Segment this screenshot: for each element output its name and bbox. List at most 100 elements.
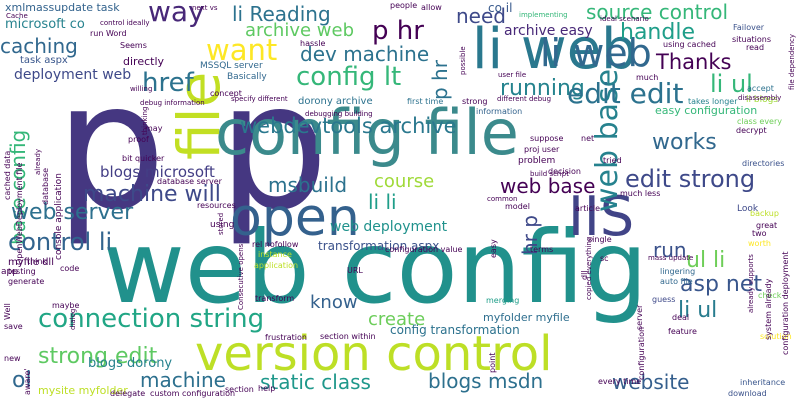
word-archive-web: archive web xyxy=(245,20,355,41)
word-li-blogs: li blogs xyxy=(746,95,778,105)
word-source-control: source control xyxy=(586,0,729,24)
word-article: article xyxy=(575,204,601,213)
word-delegate: delegate xyxy=(110,389,146,398)
word-download: download xyxy=(728,389,767,398)
word-debugging-building: debugging building xyxy=(305,110,373,118)
word-edit-edit: edit edit xyxy=(567,77,684,110)
word-thanks: Thanks xyxy=(656,50,732,74)
word-blogs-dorony: blogs dorony xyxy=(88,356,173,371)
word-single: single xyxy=(588,235,612,244)
word-proj-user: proj user xyxy=(524,145,560,154)
word-run-word: run Word xyxy=(90,29,127,38)
word-may: may xyxy=(145,124,163,133)
word-myfile-dll: myfile dll xyxy=(8,257,54,268)
word-aware: aware' xyxy=(23,368,32,395)
word-proof: proof xyxy=(128,135,149,144)
word-custom-configuration: custom configuration xyxy=(150,389,236,398)
word-think: think xyxy=(27,257,48,266)
word-version-control: version control xyxy=(195,326,553,382)
word-web-deployment: web deployment xyxy=(330,219,448,235)
word-blogs-msdn: blogs msdn xyxy=(428,369,544,393)
word-way: way xyxy=(148,0,205,28)
word-solution: solution xyxy=(760,332,792,341)
word-directly: directly xyxy=(123,55,165,68)
word-problem: problem xyxy=(518,156,556,166)
word-sc: sc xyxy=(600,254,609,263)
word-guess: guess xyxy=(652,295,676,304)
word-control-li: control li xyxy=(8,228,113,256)
word-build-script: build script xyxy=(530,170,569,178)
word-much: much xyxy=(636,73,659,82)
word-code: code xyxy=(60,264,80,273)
word-inheritance: inheritance xyxy=(740,378,786,387)
word-want: want xyxy=(206,33,278,67)
word-blogs-microsoft: blogs microsoft xyxy=(100,163,215,181)
word-config-transformation: config transformation xyxy=(390,323,520,337)
word-already-supports: already supports xyxy=(747,254,755,313)
word-worth: worth xyxy=(748,239,771,248)
word-dorony-archive: dorony archive xyxy=(298,96,373,107)
word-console-application: console application xyxy=(54,173,64,260)
word-first-time: first time xyxy=(407,97,444,106)
word-li-li: li li xyxy=(368,190,397,214)
word-transform: transform xyxy=(255,294,295,303)
word-backup: backup xyxy=(750,209,779,218)
word-takes-longer: takes longer xyxy=(688,97,738,106)
word-run: run xyxy=(653,238,687,262)
word-concept: concept xyxy=(210,89,242,98)
word-configuration: configuration xyxy=(637,326,646,380)
word-task-aspx: task aspx xyxy=(20,55,68,66)
word-common: common xyxy=(487,195,518,203)
word-copied-everything: copied everything xyxy=(585,236,593,300)
word-app: app xyxy=(1,267,18,277)
word-cached-data: cached data xyxy=(3,150,12,200)
word-dll: dll xyxy=(580,270,589,280)
word-handle: handle xyxy=(620,20,695,45)
word-section: section xyxy=(225,385,254,394)
word-co-il: co il xyxy=(488,1,513,15)
word-bit-quicker: bit quicker xyxy=(122,154,165,163)
word-control-ideally: control ideally xyxy=(100,19,150,27)
word-feature: feature xyxy=(668,327,697,336)
word-myfolder-myfile: myfolder myfile xyxy=(483,311,570,324)
word-different-debug: different debug xyxy=(497,95,552,103)
word-machine-will: machine will xyxy=(83,182,221,207)
word-consecutive-opens: Consecutive opens xyxy=(237,243,245,310)
word-course: course xyxy=(374,171,435,192)
word-instance: instance xyxy=(258,250,292,259)
word-strong: strong xyxy=(462,97,488,106)
word-machine: machine xyxy=(140,368,226,392)
word-look: Look xyxy=(737,204,759,214)
word-mssql-server: MSSQL server xyxy=(200,61,263,71)
word-merging: merging xyxy=(486,296,520,305)
word-accept: accept xyxy=(747,84,774,93)
word-auto-file: auto file xyxy=(660,277,693,286)
word-edit-strong: edit strong xyxy=(625,165,756,193)
word-suppose: suppose xyxy=(530,134,564,143)
word-people: people xyxy=(390,1,418,10)
word-li-p: li web xyxy=(540,31,652,75)
word-config-file: config file xyxy=(215,96,519,169)
word-decision: decision xyxy=(548,167,581,176)
word-p-hr: p hr xyxy=(372,16,424,46)
word-possible: possible xyxy=(459,46,467,75)
word-ul-li: ul li xyxy=(686,248,726,273)
word-p-p: p p xyxy=(55,46,329,249)
word-easy: easy xyxy=(489,239,498,258)
word-configuration-value: configuration value xyxy=(385,245,463,254)
word-xmlmassupdate: xmlmassupdate task xyxy=(5,1,120,14)
word-ol: ol xyxy=(12,368,32,393)
word-file-dependency: file dependency xyxy=(788,34,796,90)
word-basically: Basically xyxy=(227,72,267,82)
word-openwebdeployment: OpenWebDeployment file xyxy=(15,162,24,265)
word-failover: Failover xyxy=(733,23,765,32)
word-lingering: lingering xyxy=(660,267,696,276)
word-disassembly: disassembly xyxy=(738,94,782,102)
word-easy-configuration: easy configuration xyxy=(655,104,758,117)
word-li-web: li web xyxy=(472,17,637,82)
word-deployment-web: deployment web xyxy=(14,67,132,83)
word-terms: terms xyxy=(530,245,554,254)
word-microsoft-co: microsoft co xyxy=(5,17,85,32)
word-well: Well xyxy=(3,303,12,320)
word-hr-p-vert: p hr xyxy=(428,60,452,100)
